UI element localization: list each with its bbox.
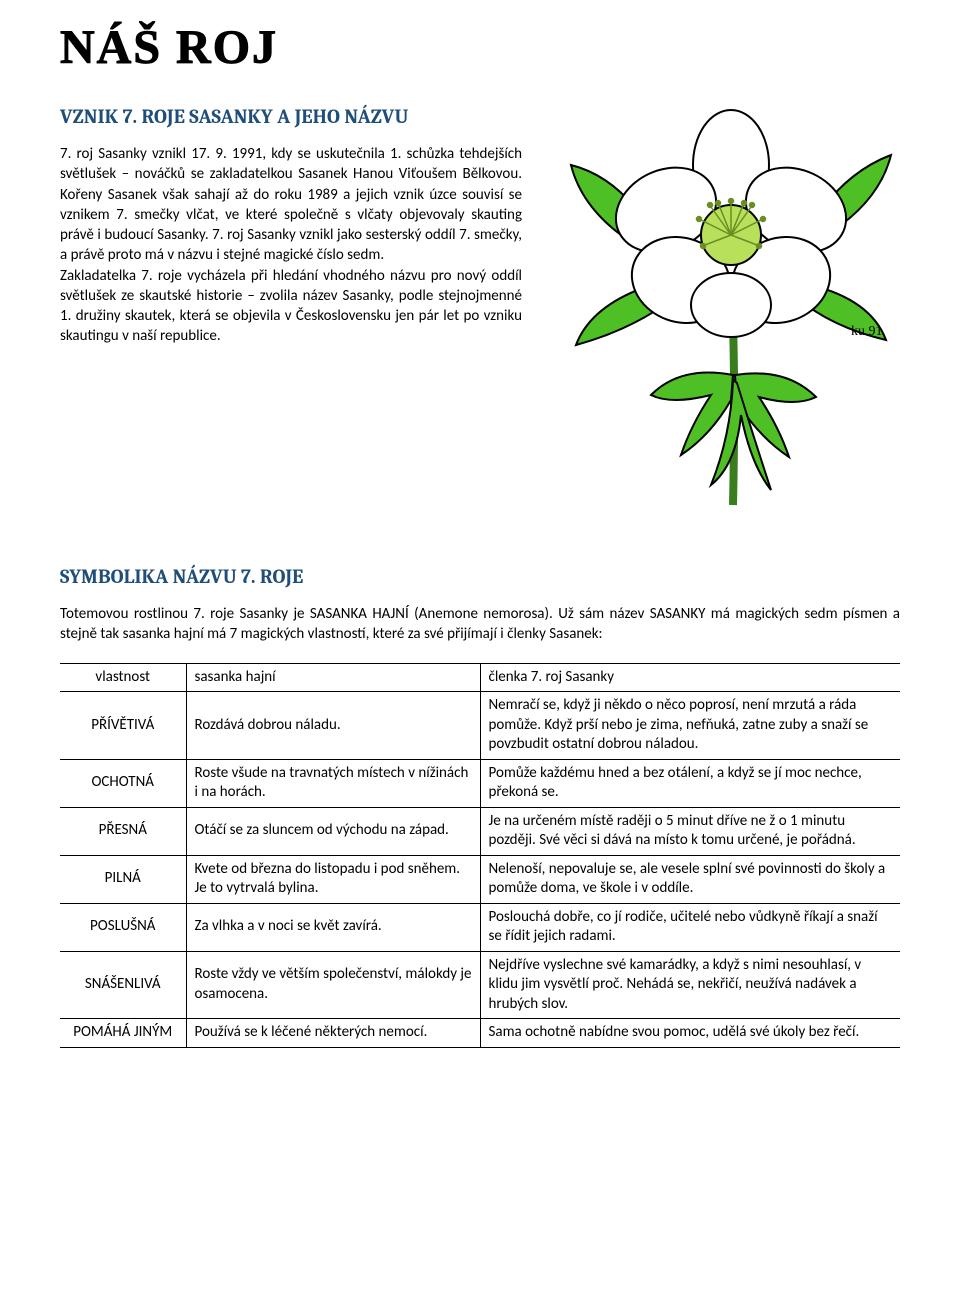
member-cell: Nelenoší, nepovaluje se, ale vesele spln… bbox=[480, 855, 900, 903]
prop-cell: POSLUŠNÁ bbox=[60, 903, 186, 951]
plant-cell: Za vlhka a v noci se květ zavírá. bbox=[186, 903, 480, 951]
member-cell: Nemračí se, když ji někdo o něco poprosí… bbox=[480, 692, 900, 760]
member-cell: Poslouchá dobře, co jí rodiče, učitelé n… bbox=[480, 903, 900, 951]
text-column: VZNIK 7. ROJE SASANKY A JEHO NÁZVU 7. ro… bbox=[60, 105, 522, 525]
member-cell: Je na určeném místě raději o 5 minut dří… bbox=[480, 807, 900, 855]
section2: SYMBOLIKA NÁZVU 7. ROJE Totemovou rostli… bbox=[60, 565, 900, 645]
prop-cell: POMÁHÁ JINÝM bbox=[60, 1019, 186, 1048]
section2-heading: SYMBOLIKA NÁZVU 7. ROJE bbox=[60, 565, 900, 588]
table-row: PŘESNÁ Otáčí se za sluncem od východu na… bbox=[60, 807, 900, 855]
section1-heading: VZNIK 7. ROJE SASANKY A JEHO NÁZVU bbox=[60, 105, 522, 128]
member-cell: Nejdříve vyslechne své kamarádky, a když… bbox=[480, 951, 900, 1019]
prop-cell: PILNÁ bbox=[60, 855, 186, 903]
table-header-plant: sasanka hajní bbox=[186, 663, 480, 692]
table-row: PILNÁ Kvete od března do listopadu i pod… bbox=[60, 855, 900, 903]
table-row: SNÁŠENLIVÁ Roste vždy ve větším společen… bbox=[60, 951, 900, 1019]
section2-intro: Totemovou rostlinou 7. roje Sasanky je S… bbox=[60, 604, 900, 645]
page-header: NÁŠ ROJ bbox=[60, 20, 900, 75]
plant-cell: Kvete od března do listopadu i pod sněhe… bbox=[186, 855, 480, 903]
member-cell: Sama ochotně nabídne svou pomoc, udělá s… bbox=[480, 1019, 900, 1048]
table-header-member: členka 7. roj Sasanky bbox=[480, 663, 900, 692]
table-row: OCHOTNÁ Roste všude na travnatých místec… bbox=[60, 759, 900, 807]
table-header-row: vlastnost sasanka hajní členka 7. roj Sa… bbox=[60, 663, 900, 692]
plant-cell: Roste vždy ve větším společenství, málok… bbox=[186, 951, 480, 1019]
prop-cell: OCHOTNÁ bbox=[60, 759, 186, 807]
member-cell: Pomůže každému hned a bez otálení, a kdy… bbox=[480, 759, 900, 807]
table-row: PŘÍVĚTIVÁ Rozdává dobrou náladu. Nemračí… bbox=[60, 692, 900, 760]
illustration-column: ku 91 bbox=[542, 105, 920, 525]
section1-body: 7. roj Sasanky vznikl 17. 9. 1991, kdy s… bbox=[60, 144, 522, 347]
illustration-signature: ku 91 bbox=[851, 324, 883, 339]
prop-cell: PŘÍVĚTIVÁ bbox=[60, 692, 186, 760]
top-section: VZNIK 7. ROJE SASANKY A JEHO NÁZVU 7. ro… bbox=[60, 105, 900, 525]
flower-illustration: ku 91 bbox=[561, 105, 901, 525]
plant-cell: Používá se k léčené některých nemocí. bbox=[186, 1019, 480, 1048]
plant-cell: Otáčí se za sluncem od východu na západ. bbox=[186, 807, 480, 855]
table-header-prop: vlastnost bbox=[60, 663, 186, 692]
plant-cell: Roste všude na travnatých místech v níži… bbox=[186, 759, 480, 807]
prop-cell: SNÁŠENLIVÁ bbox=[60, 951, 186, 1019]
table-row: POSLUŠNÁ Za vlhka a v noci se květ zavír… bbox=[60, 903, 900, 951]
plant-cell: Rozdává dobrou náladu. bbox=[186, 692, 480, 760]
properties-table: vlastnost sasanka hajní členka 7. roj Sa… bbox=[60, 663, 900, 1048]
table-row: POMÁHÁ JINÝM Používá se k léčené některý… bbox=[60, 1019, 900, 1048]
page-title: NÁŠ ROJ bbox=[60, 20, 900, 75]
prop-cell: PŘESNÁ bbox=[60, 807, 186, 855]
